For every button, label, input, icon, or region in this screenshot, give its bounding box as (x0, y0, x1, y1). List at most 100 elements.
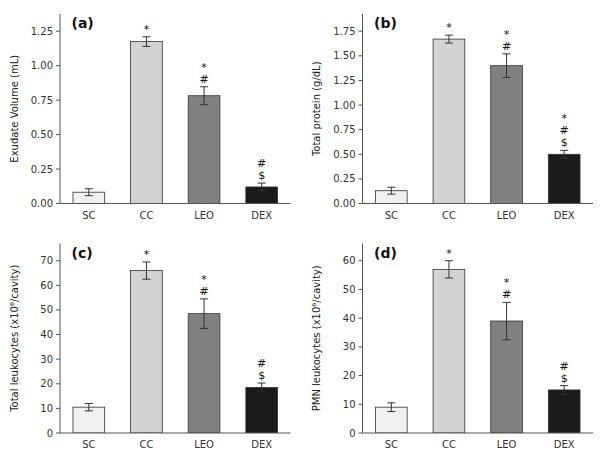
annotation: # (199, 285, 208, 298)
x-tick-label: CC (139, 439, 153, 450)
panel-label: (c) (72, 245, 93, 261)
figure: 0.000.250.500.751.001.25SCCCLEODEXExudat… (0, 0, 605, 459)
annotation: * (504, 276, 510, 289)
y-tick (56, 408, 60, 409)
panel: 0.000.250.500.751.001.25SCCCLEODEXExudat… (9, 14, 291, 221)
y-tick (56, 260, 60, 261)
bar (548, 154, 580, 203)
x-tick-label: DEX (251, 210, 272, 221)
y-tick-label: 1.00 (31, 60, 53, 71)
error-bar (445, 35, 453, 43)
y-tick (359, 260, 363, 261)
panel: 0102030405060SCCCLEODEXPMN leukocytes (x… (311, 244, 593, 451)
plot-area (73, 262, 278, 433)
annotation: # (560, 360, 569, 373)
x-tick-label: DEX (251, 439, 272, 450)
error-bar (560, 386, 568, 395)
annotation: * (504, 28, 510, 41)
y-axis (362, 14, 363, 204)
annotation: * (446, 247, 452, 260)
x-tick-label: LEO (194, 439, 214, 450)
error-bar (387, 187, 395, 194)
y-tick-label: 10 (343, 399, 356, 410)
error-bar (445, 261, 453, 278)
annotation: * (561, 112, 567, 125)
y-tick (359, 31, 363, 32)
y-tick (359, 55, 363, 56)
y-tick-label: 0.00 (333, 198, 355, 209)
y-tick (359, 433, 363, 434)
y-tick (359, 318, 363, 319)
error-bar (85, 189, 93, 196)
y-tick-label: 0 (47, 428, 53, 439)
bar (131, 271, 163, 433)
y-tick-label: 40 (343, 313, 356, 324)
y-tick-label: 20 (343, 370, 356, 381)
y-tick-label: 50 (343, 284, 356, 295)
x-tick-label: SC (385, 439, 398, 450)
bar (131, 42, 163, 204)
x-tick-label: LEO (497, 210, 517, 221)
error-bar (142, 37, 150, 47)
annotation: # (257, 157, 266, 170)
y-axis-label: PMN leukocytes (x10⁶/cavity) (311, 265, 322, 411)
x-tick-label: CC (442, 439, 456, 450)
y-axis (60, 14, 61, 204)
error-bar (258, 183, 266, 191)
x-tick-label: LEO (497, 439, 517, 450)
y-tick-label: 30 (343, 341, 356, 352)
error-bar (503, 302, 511, 339)
panel-label: (b) (374, 15, 397, 31)
bar (548, 390, 580, 433)
y-tick-label: 60 (343, 255, 356, 266)
y-tick (56, 65, 60, 66)
annotation: # (502, 40, 511, 53)
annotation: # (502, 288, 511, 301)
y-axis-label: Total leukocytes (x10⁶/cavity) (9, 265, 20, 413)
y-tick (359, 346, 363, 347)
y-tick (56, 100, 60, 101)
y-tick-label: 1.75 (333, 26, 355, 37)
y-tick (56, 134, 60, 135)
y-tick-label: 0.50 (333, 149, 355, 160)
error-bar (142, 262, 150, 279)
bar (73, 407, 105, 433)
annotation: * (201, 273, 207, 286)
bar (375, 407, 407, 433)
error-bar (503, 54, 511, 78)
annotation: * (144, 248, 150, 261)
bar (188, 314, 220, 433)
panel: 0.000.250.500.751.001.251.501.75SCCCLEOD… (311, 14, 593, 221)
y-tick-label: 0.25 (333, 173, 355, 184)
error-bar (200, 299, 208, 329)
y-tick-label: 0.50 (31, 129, 53, 140)
y-tick (56, 309, 60, 310)
panel: 010203040506070SCCCLEODEXTotal leukocyte… (9, 244, 291, 451)
y-axis (60, 244, 61, 434)
y-tick-label: 30 (40, 354, 53, 365)
y-tick-label: 1.50 (333, 50, 355, 61)
x-tick-label: DEX (554, 210, 575, 221)
y-axis-label: Total protein (g/dL) (311, 61, 322, 157)
x-tick-label: CC (442, 210, 456, 221)
x-tick-label: CC (139, 210, 153, 221)
y-tick-label: 1.00 (333, 100, 355, 111)
y-tick (56, 285, 60, 286)
x-axis (363, 203, 594, 204)
y-tick-label: 70 (40, 255, 53, 266)
annotation: $ (561, 136, 568, 149)
y-axis-label: Exudate Volume (mL) (9, 55, 20, 163)
error-bar (85, 403, 93, 410)
y-tick (56, 31, 60, 32)
y-tick (359, 178, 363, 179)
x-tick-label: LEO (194, 210, 214, 221)
y-tick-label: 1.25 (333, 75, 355, 86)
annotation: $ (258, 369, 265, 382)
y-tick (359, 105, 363, 106)
y-tick (56, 203, 60, 204)
y-tick-label: 1.25 (31, 26, 53, 37)
y-tick (359, 404, 363, 405)
x-axis (363, 433, 594, 434)
y-tick (56, 169, 60, 170)
bar (433, 39, 465, 203)
